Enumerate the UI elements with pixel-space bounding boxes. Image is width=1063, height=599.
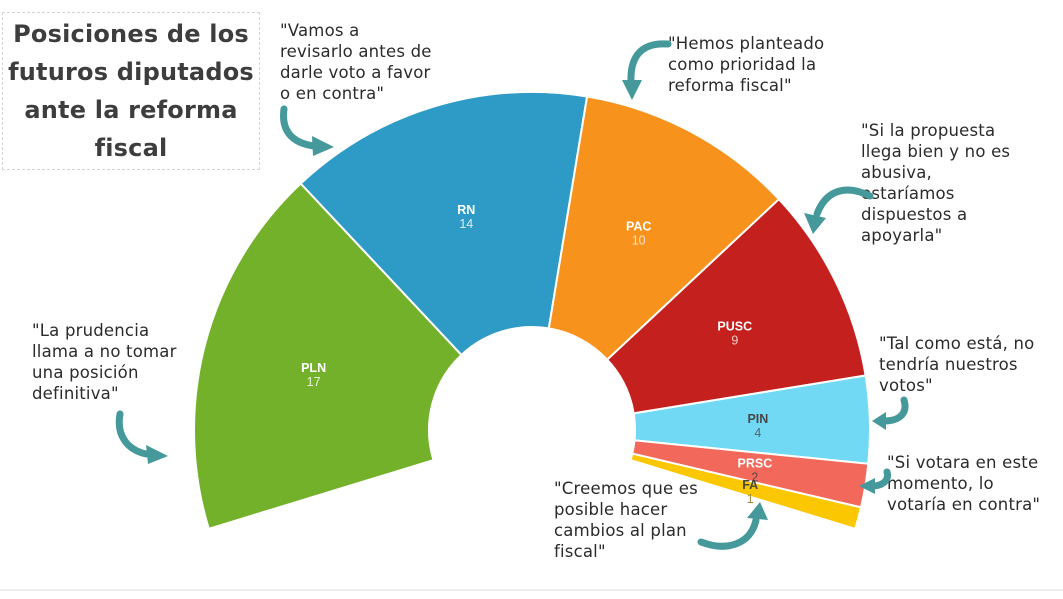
segment-value-pac: 10	[632, 234, 646, 248]
quote-pln: "La prudencia llama a no tomar una posic…	[32, 321, 177, 403]
segment-pln	[193, 182, 463, 531]
quote-rn: "Vamos a revisarlo antes de darle voto a…	[280, 21, 432, 103]
segment-value-fa: 1	[747, 492, 754, 506]
segment-label-pin: PIN	[747, 412, 768, 426]
segment-fa	[629, 452, 863, 531]
chart-title: Posiciones de los futuros diputados ante…	[8, 20, 254, 162]
arrow-to-pin-icon	[872, 396, 909, 430]
arrow-to-rn-icon	[280, 105, 334, 156]
quote-fa: "Creemos que es posible hacer cambios al…	[554, 479, 698, 561]
segment-value-pusc: 9	[731, 333, 738, 347]
segment-label-pac: PAC	[626, 220, 651, 234]
segment-value-prsc: 2	[751, 470, 758, 484]
arrow-to-pac-icon	[622, 40, 672, 100]
quote-prsc: "Si votara en este momento, lo votaría e…	[887, 453, 1041, 514]
segment-label-pln: PLN	[301, 361, 326, 375]
arrow-to-prsc-icon	[859, 468, 892, 494]
quote-pin: "Tal como está, no tendría nuestros voto…	[879, 334, 1035, 395]
segment-pac	[547, 95, 781, 362]
bottom-divider	[0, 589, 1063, 591]
segment-label-pusc: PUSC	[717, 319, 752, 333]
segment-label-fa: FA	[742, 478, 758, 492]
arrow-to-fa-icon	[697, 502, 768, 550]
arrow-to-pusc-icon	[804, 186, 874, 234]
quote-pac: "Hemos planteado como prioridad la refor…	[668, 34, 825, 95]
quote-pusc: "Si la propuesta llega bien y no es abus…	[861, 121, 1011, 245]
segment-value-pln: 17	[307, 375, 321, 389]
segment-label-prsc: PRSC	[738, 456, 773, 470]
segment-value-rn: 14	[459, 217, 473, 231]
segment-value-pin: 4	[754, 426, 761, 440]
segment-pusc	[605, 197, 867, 415]
arrow-to-pln-icon	[115, 410, 168, 464]
segment-label-rn: RN	[457, 203, 475, 217]
chart-title-box: Posiciones de los futuros diputados ante…	[2, 12, 260, 170]
segment-rn	[299, 90, 589, 357]
